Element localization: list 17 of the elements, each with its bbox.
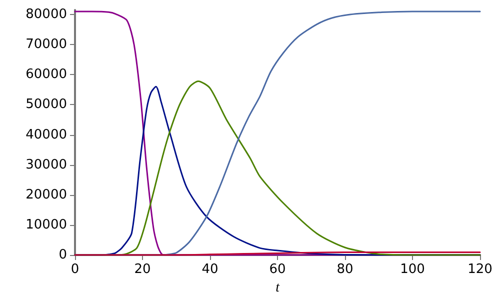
y-tick-label: 10000 [26,217,67,232]
x-tick-label: 20 [134,262,151,277]
y-tick-label: 70000 [26,37,67,52]
y-tick-label: 60000 [26,67,67,82]
y-tick-label: 40000 [26,127,67,142]
x-tick-label: 80 [336,262,354,277]
x-axis-title: t [276,280,281,296]
x-tick-label: 40 [202,262,218,277]
x-tick-label: 0 [70,262,80,277]
x-tick-label: 120 [468,262,492,277]
y-tick-label: 80000 [26,7,67,22]
y-tick-label: 20000 [26,187,67,202]
y-tick-label: 30000 [26,157,67,172]
y-tick-label: 50000 [26,97,67,112]
x-tick-label: 100 [400,262,425,277]
y-tick-label: 0 [58,248,67,262]
x-tick-label: 60 [269,262,286,277]
